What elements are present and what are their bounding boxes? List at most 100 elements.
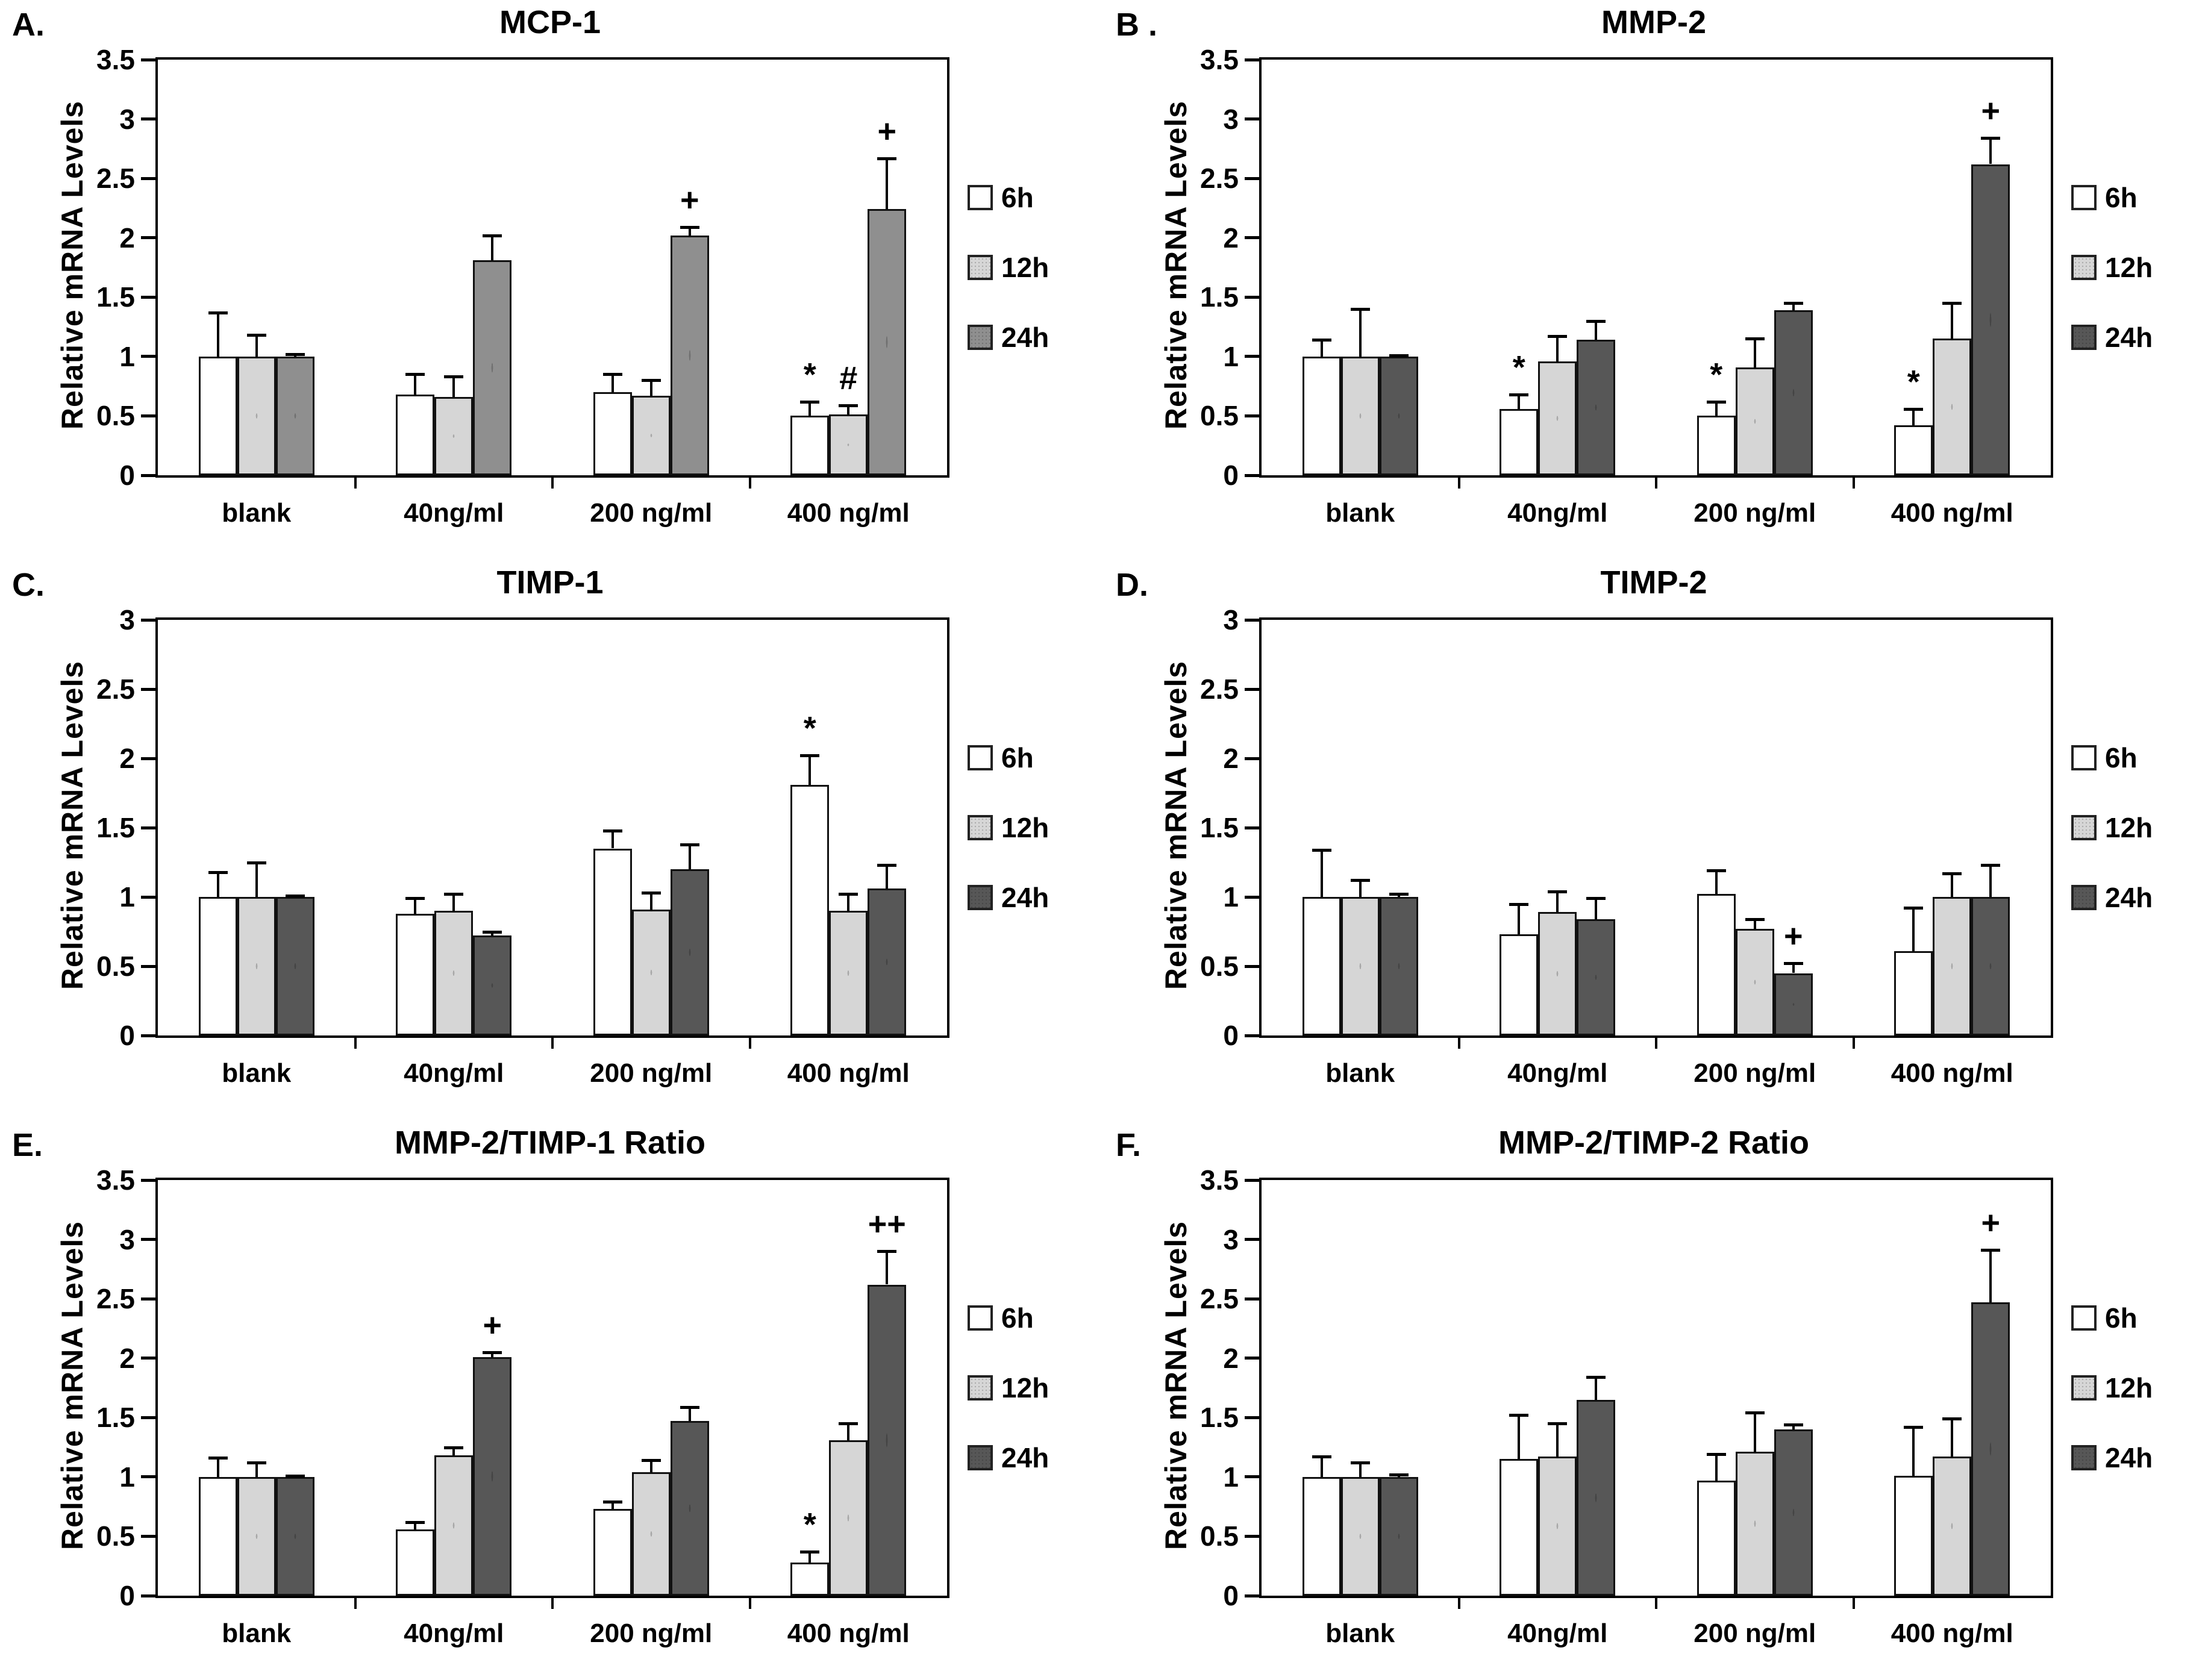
bar-6h-400 ng/ml [1894,951,1933,1035]
significance-marker: + [1783,918,1803,955]
legend-label: 6h [1001,1302,1034,1334]
x-tick [1655,478,1657,489]
legend-item-24h: 24h [2071,1441,2153,1474]
error-bar-cap [1706,400,1726,404]
x-tick [551,478,554,489]
bar-12h-blank [237,1476,276,1596]
error-bar-cap [1942,872,1962,875]
legend-item-24h: 24h [2071,881,2153,914]
bar-24h-blank [275,1476,314,1596]
legend: 6h 12h 24h [968,181,1049,354]
y-tick [1245,295,1259,299]
chart-title: MMP-2/TIMP-1 Ratio [394,1125,705,1161]
x-tick [354,478,357,489]
legend-label: 12h [2105,1372,2153,1404]
y-tick-label: 1 [119,1461,135,1493]
y-tick-label: 2 [1223,743,1239,774]
category-label: 40ng/ml [404,1058,504,1088]
error-bar-cap [1509,1414,1529,1417]
legend-label: 24h [1001,1442,1049,1473]
bar-6h-400 ng/ml [790,416,830,475]
bar-24h-40ng/ml [1577,340,1616,475]
error-bar-cap [246,861,266,864]
legend-swatch-6h [2071,1305,2097,1331]
error-bar-cap [839,404,858,407]
legend: 6h 12h 24h [968,742,1049,914]
significance-marker: * [1710,356,1723,393]
bar-12h-40ng/ml [1538,361,1577,475]
legend: 6h 12h 24h [968,1302,1049,1474]
category-label: 40ng/ml [404,498,504,528]
error-bar [452,894,455,911]
error-bar-cap [602,829,622,832]
error-bar [1359,1463,1362,1477]
y-tick-label: 0 [1223,1580,1239,1611]
error-bar-cap [208,870,228,874]
legend-swatch-24h [2071,325,2097,350]
legend-label: 12h [1001,252,1049,283]
error-bar-cap [1783,1423,1803,1427]
category-label: 200 ng/ml [590,498,713,528]
error-bar [1792,303,1795,310]
error-bar [1518,394,1521,409]
y-tick-label: 1.5 [1200,281,1239,313]
legend-swatch-12h [968,255,993,280]
y-tick [141,414,155,417]
error-bar [1951,1419,1954,1457]
category-label: 200 ng/ml [1694,1058,1816,1088]
bar-6h-400 ng/ml [1894,425,1933,475]
legend-label: 6h [2105,1302,2138,1334]
significance-marker: + [1981,1205,2001,1241]
error-bar [216,872,219,897]
y-tick [141,1475,155,1479]
error-bar-cap [1942,1417,1962,1421]
error-bar [886,1251,889,1285]
y-tick-label: 0.5 [96,1520,135,1552]
bar-12h-40ng/ml [434,911,474,1035]
error-bar-cap [1509,393,1529,396]
error-bar-cap [444,893,464,896]
bar-24h-400 ng/ml [868,209,907,475]
category-label: blank [1325,1058,1395,1088]
y-tick [1245,117,1259,121]
bar-12h-400 ng/ml [829,414,868,475]
y-tick [141,895,155,899]
significance-marker: * [803,356,816,393]
bar-24h-40ng/ml [473,1357,512,1596]
significance-marker: + [1981,93,2001,130]
x-tick [748,478,751,489]
y-tick [141,355,155,358]
error-bar [847,1423,850,1440]
error-bar-cap [208,311,228,314]
error-bar-cap [1548,1422,1568,1426]
y-tick [1245,757,1259,760]
y-tick-label: 2 [1223,222,1239,254]
legend-item-24h: 24h [968,321,1049,354]
error-bar-cap [1389,354,1409,357]
category-label: 40ng/ml [404,1619,504,1648]
y-tick [141,1357,155,1360]
error-bar [1753,339,1756,367]
error-bar-cap [483,234,502,237]
category-label: 40ng/ml [1507,498,1608,528]
bar-24h-40ng/ml [1577,1399,1616,1596]
error-bar-cap [285,352,305,356]
error-bar-cap [1312,848,1331,852]
y-tick [1245,618,1259,622]
y-tick-label: 2.5 [96,673,135,705]
y-tick [141,826,155,829]
legend-swatch-12h [2071,1375,2097,1401]
panel-c: C. TIMP-1 Relative mRNA Levels 0 0.5 1 1.5 2… [0,560,1104,1120]
legend-swatch-24h [968,1445,993,1470]
bar-12h-blank [237,356,276,475]
panel-a: A. MCP-1 Relative mRNA Levels 0 0.5 1 1.5 2 2… [0,0,1104,560]
bar-12h-blank [1340,1476,1380,1596]
x-tick [354,1038,357,1049]
panel-letter: F. [1116,1127,1142,1163]
category-label: blank [1325,498,1395,528]
bar-24h-200 ng/ml [670,1421,709,1596]
y-tick-label: 0 [119,460,135,491]
error-bar [1951,873,1954,897]
error-bar [1792,963,1795,973]
legend-label: 6h [2105,742,2138,773]
